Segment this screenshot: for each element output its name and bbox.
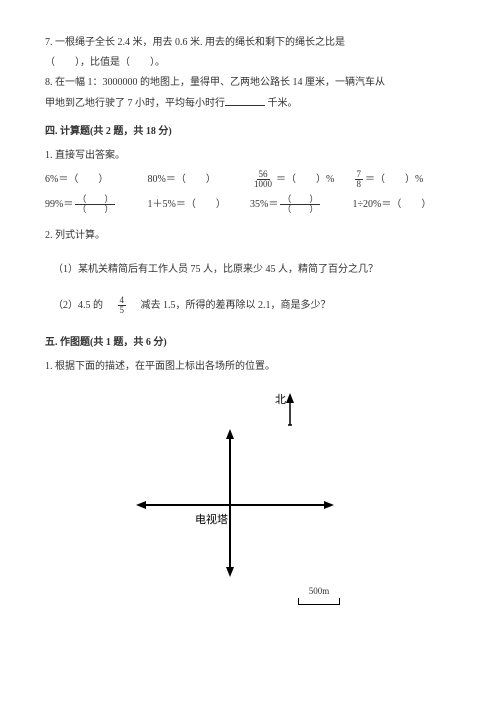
eq-1a: 6%＝（ ） [45, 172, 148, 188]
q8-line2a: 甲地到乙地行驶了 7 小时，平均每小时行 [45, 98, 225, 109]
s4-q1: 1. 直接写出答案。 [45, 148, 455, 164]
page: 7. 一根绳子全长 2.4 米，用去 0.6 米. 用去的绳长和剩下的绳长之比是… [0, 0, 500, 707]
eq-2c-pre: 35%＝ [250, 197, 278, 213]
frac-den: 5 [118, 306, 127, 315]
eq-2d: 1÷20%＝（ ） [353, 197, 456, 213]
diagram: 北 电视塔 500m [120, 385, 380, 615]
q8-line2b: 千米。 [268, 98, 298, 109]
q8-blank [225, 95, 265, 106]
eq-2b: 1＋5%＝（ ） [148, 197, 251, 213]
eq-1d: 7 8 ＝（ ）% [353, 170, 456, 189]
frac-blank-2: （ ） （ ） [280, 195, 320, 214]
q7-line2: （ ），比值是（ ）。 [45, 55, 455, 71]
tower-label: 电视塔 [195, 512, 228, 526]
arrow-up-icon [226, 429, 234, 439]
eq-2a: 99%＝ （ ） （ ） [45, 195, 148, 214]
frac-56-1000: 56 1000 [252, 170, 274, 189]
frac-7-8: 7 8 [355, 170, 364, 189]
arrow-down-icon [226, 567, 234, 577]
arrow-left-icon [136, 501, 146, 509]
s5-q1: 1. 根据下面的描述，在平面图上标出各场所的位置。 [45, 359, 455, 375]
frac-den: （ ） [75, 205, 115, 214]
frac-den: （ ） [280, 205, 320, 214]
q7-line1: 7. 一根绳子全长 2.4 米，用去 0.6 米. 用去的绳长和剩下的绳长之比是 [45, 35, 455, 51]
frac-blank-1: （ ） （ ） [75, 195, 115, 214]
section4-title: 四. 计算题(共 2 题，共 18 分) [45, 124, 455, 140]
north-arrow-group [286, 393, 294, 425]
s4-sub2: （2）4.5 的 4 5 减去 1.5，所得的差再除以 2.1，商是多少？ [53, 296, 455, 315]
eq-1c: 56 1000 ＝（ ）% [250, 170, 353, 189]
s4-sub2-a: （2）4.5 的 [53, 300, 113, 311]
eq-2a-pre: 99%＝ [45, 197, 73, 213]
frac-den: 1000 [252, 180, 274, 189]
frac-4-5: 4 5 [118, 296, 127, 315]
north-label: 北 [275, 393, 286, 406]
scale-label: 500m [309, 584, 330, 598]
eq-1d-post: ＝（ ）% [365, 172, 423, 188]
scale-bar: 500m [298, 584, 340, 605]
s4-q2: 2. 列式计算。 [45, 228, 455, 244]
s4-sub1: （1）某机关精简后有工作人员 75 人，比原来少 45 人，精简了百分之几？ [53, 262, 455, 278]
s4-sub2-b: 减去 1.5，所得的差再除以 2.1，商是多少？ [131, 300, 331, 311]
scale-line [298, 598, 340, 605]
eq-1b: 80%＝（ ） [148, 172, 251, 188]
eq-row-2: 99%＝ （ ） （ ） 1＋5%＝（ ） 35%＝ （ ） （ ） 1÷20%… [45, 195, 455, 214]
eq-2c: 35%＝ （ ） （ ） [250, 195, 353, 214]
section5-title: 五. 作图题(共 1 题，共 6 分) [45, 335, 455, 351]
q8-line1: 8. 在一幅 1：3000000 的地图上，量得甲、乙两地公路长 14 厘米，一… [45, 75, 455, 91]
eq-1c-post: ＝（ ）% [276, 172, 334, 188]
frac-den: 8 [355, 180, 364, 189]
eq-row-1: 6%＝（ ） 80%＝（ ） 56 1000 ＝（ ）% 7 8 ＝（ ）% [45, 170, 455, 189]
diagram-svg: 北 电视塔 [120, 385, 380, 615]
arrow-right-icon [324, 501, 334, 509]
q8-line2: 甲地到乙地行驶了 7 小时，平均每小时行 千米。 [45, 95, 455, 112]
